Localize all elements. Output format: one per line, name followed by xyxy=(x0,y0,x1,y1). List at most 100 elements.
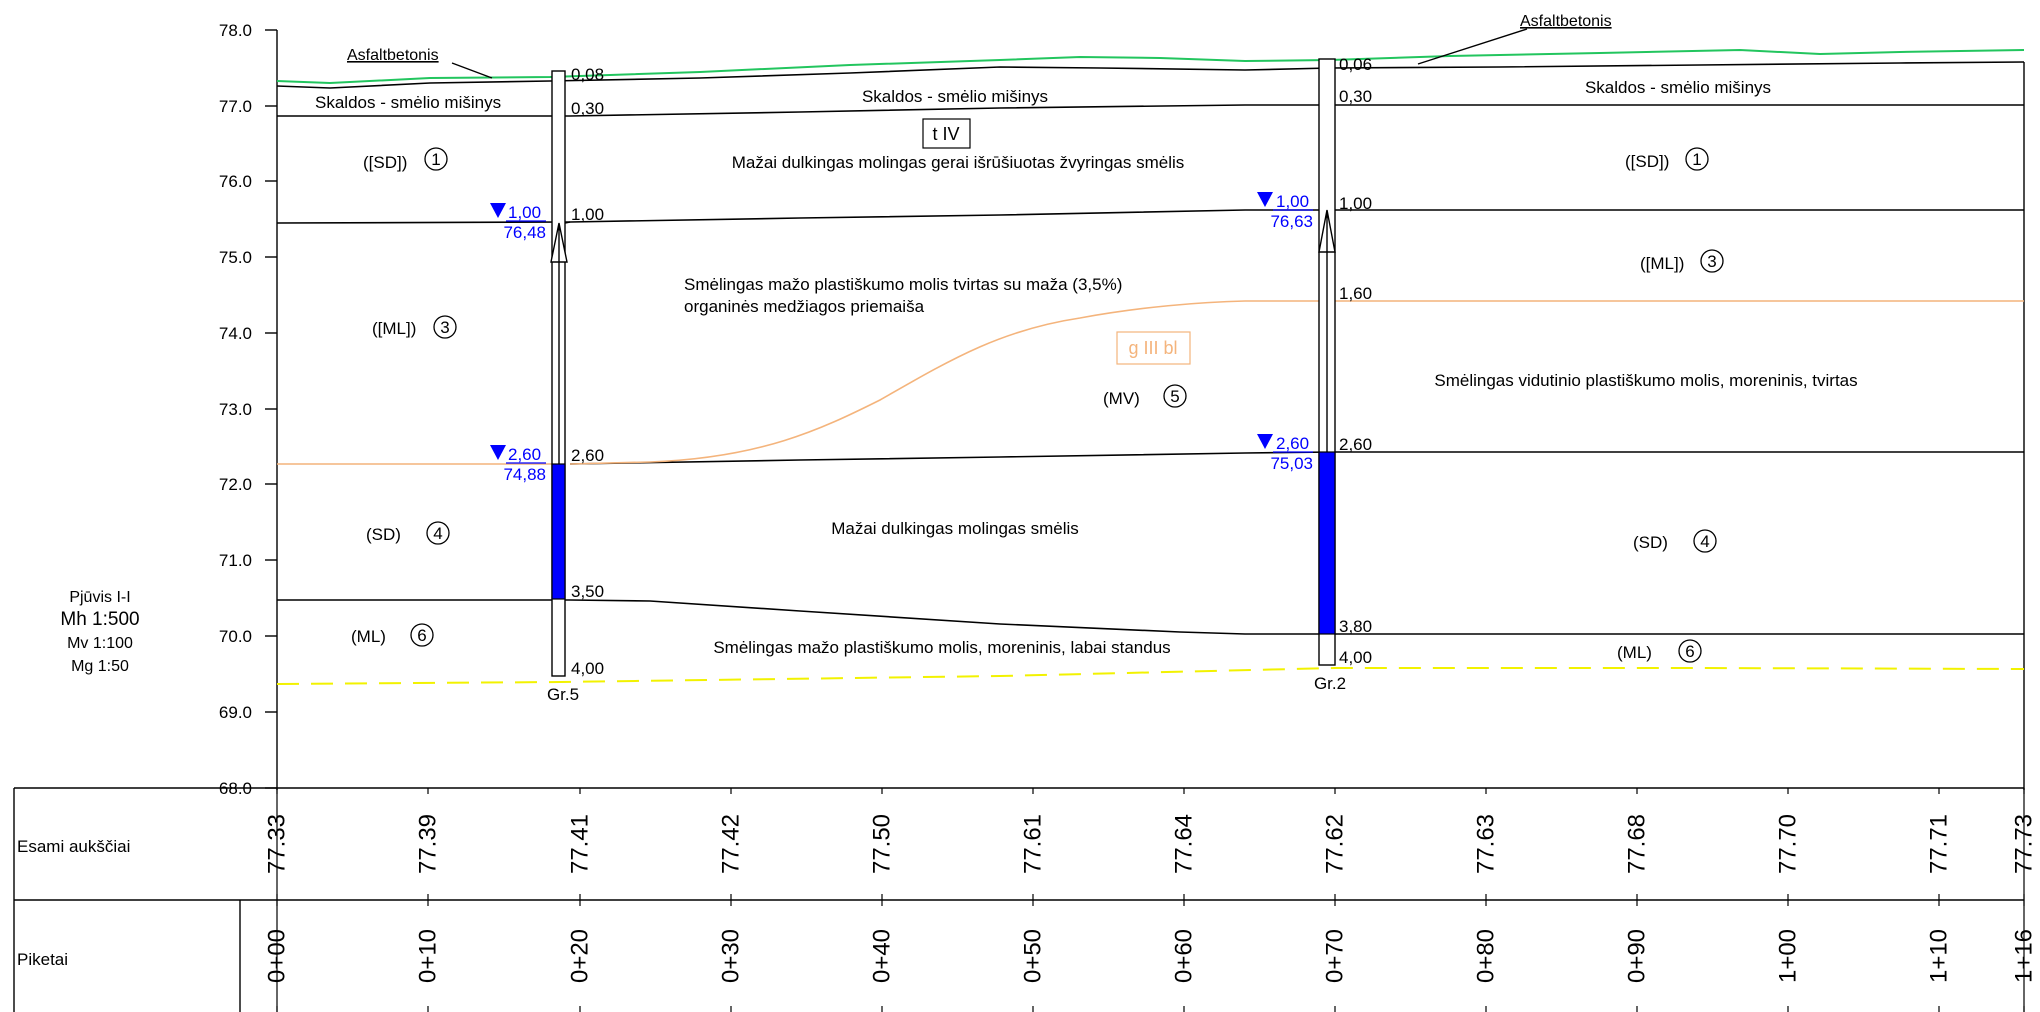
layer3-base-line xyxy=(569,451,2024,465)
soil-number: 6 xyxy=(417,626,426,645)
gr2-depth-labels: 0,06 0,30 1,00 1,60 2,60 3,80 4,00 Gr.2 xyxy=(1314,55,1372,693)
water-levels-gr5: 1,00 76,48 2,60 74,88 xyxy=(490,203,546,484)
elevation-value: 77.63 xyxy=(1473,814,1500,874)
soil-number: 1 xyxy=(431,150,440,169)
layer-descriptions: Skaldos - smėlio mišinys Skaldos - smėli… xyxy=(315,78,1858,657)
water-elevation-label: 76,63 xyxy=(1270,212,1313,231)
elev-tick-label: 72.0 xyxy=(219,475,252,494)
water-elevation-label: 74,88 xyxy=(503,465,546,484)
asphalt-base-line xyxy=(276,61,2025,89)
soil-number: 5 xyxy=(1170,387,1179,406)
soil-code: ([ML]) xyxy=(1640,254,1684,273)
water-levels-gr2: 1,00 76,63 2,60 75,03 xyxy=(1257,192,1313,473)
depth-label: 4,00 xyxy=(1339,648,1372,667)
scale-mh: Mh 1:500 xyxy=(60,609,139,630)
elev-tick-label: 69.0 xyxy=(219,703,252,722)
picket-value: 0+30 xyxy=(718,929,745,983)
section-title: Pjūvis I-I xyxy=(69,589,130,606)
title-block: Pjūvis I-I Mh 1:500 Mv 1:100 Mg 1:50 xyxy=(60,589,139,675)
elev-tick-label: 77.0 xyxy=(219,97,252,116)
depth-label: 0,08 xyxy=(571,65,604,84)
water-level-triangle xyxy=(1257,434,1273,449)
elevation-value: 77.50 xyxy=(869,814,896,874)
clay-description-line1: Smėlingas mažo plastiškumo molis tvirtas… xyxy=(684,275,1122,294)
soil-number: 1 xyxy=(1692,150,1701,169)
moraine-description-bottom: Smėlingas mažo plastiškumo molis, moreni… xyxy=(713,638,1170,657)
picket-value: 1+10 xyxy=(1926,929,1953,983)
table-row-label-pickets: Piketai xyxy=(17,950,68,969)
elevation-tick-labels: 78.0 77.0 76.0 75.0 74.0 73.0 72.0 71.0 … xyxy=(219,21,252,798)
depth-label: 0,30 xyxy=(1339,87,1372,106)
gIIIbl-label: g III bl xyxy=(1128,338,1177,358)
elev-tick-label: 74.0 xyxy=(219,324,252,343)
soil-number: 3 xyxy=(1707,252,1716,271)
elev-tick-label: 73.0 xyxy=(219,400,252,419)
sand-gravel-description: Mažai dulkingas molingas gerai išrūšiuot… xyxy=(732,153,1185,172)
depth-label: 3,50 xyxy=(571,582,604,601)
ground-surface-line xyxy=(276,48,2025,85)
picket-value: 0+90 xyxy=(1624,929,1651,983)
table-row-label-elevations: Esami aukščiai xyxy=(17,837,130,856)
borehole-name: Gr.5 xyxy=(547,685,579,704)
elev-tick-label: 70.0 xyxy=(219,627,252,646)
elevation-value: 77.71 xyxy=(1926,814,1953,874)
depth-label: 0,30 xyxy=(571,99,604,118)
glacial-boundary-line xyxy=(277,300,2024,465)
scale-mv: Mv 1:100 xyxy=(67,635,133,652)
gIIIbl-box xyxy=(1116,331,1191,365)
borehole-gr2 xyxy=(1318,58,1336,666)
elevation-value: 77.70 xyxy=(1775,814,1802,874)
picket-value: 0+60 xyxy=(1171,929,1198,983)
table-columns: 77.33 0+00 77.39 0+10 77.41 0+20 77.42 0+30 77.5… xyxy=(264,788,2038,1012)
soil-number: 3 xyxy=(440,318,449,337)
elevation-value: 77.61 xyxy=(1020,814,1047,874)
elevation-axis xyxy=(265,29,278,790)
water-saturated-zone xyxy=(1318,451,1336,635)
soil-code: (MV) xyxy=(1103,389,1140,408)
clay-description-line2: organinės medžiagos priemaiša xyxy=(684,297,925,316)
elevation-value: 77.42 xyxy=(718,814,745,874)
soil-code: (ML) xyxy=(1617,643,1652,662)
elevation-value: 77.33 xyxy=(264,814,291,874)
gr5-depth-labels: 0,08 0,30 1,00 2,60 3,50 4,00 Gr.5 xyxy=(547,65,604,704)
layer4-base-line xyxy=(277,599,2024,635)
depth-label: 3,80 xyxy=(1339,617,1372,636)
water-depth-label: 2,60 xyxy=(1276,434,1309,453)
gravel-base-line xyxy=(277,104,2024,117)
depth-label: 1,60 xyxy=(1339,284,1372,303)
asphalt-label-right: Asfaltbetonis xyxy=(1520,13,1612,30)
picket-value: 0+20 xyxy=(567,929,594,983)
water-rise-arrow xyxy=(550,222,568,464)
soil-code: ([ML]) xyxy=(372,319,416,338)
soil-code: (SD) xyxy=(366,525,401,544)
picket-value: 1+00 xyxy=(1775,929,1802,983)
silty-sand-description: Mažai dulkingas molingas smėlis xyxy=(831,519,1079,538)
elevation-value: 77.68 xyxy=(1624,814,1651,874)
picket-value: 0+10 xyxy=(415,929,442,983)
elev-tick-label: 78.0 xyxy=(219,21,252,40)
tIV-box xyxy=(922,118,971,149)
dashed-reference-line xyxy=(276,667,2025,685)
gravel-label-left: Skaldos - smėlio mišinys xyxy=(315,93,501,112)
elevation-value: 77.39 xyxy=(415,814,442,874)
soil-code: ([SD]) xyxy=(1625,152,1669,171)
elevation-value: 77.64 xyxy=(1171,814,1198,874)
asphalt-label-left: Asfaltbetonis xyxy=(347,47,439,64)
soil-number: 4 xyxy=(433,524,442,543)
picket-value: 0+00 xyxy=(264,929,291,983)
borehole-gr5 xyxy=(550,70,571,677)
depth-label: 1,00 xyxy=(1339,194,1372,213)
scale-mg: Mg 1:50 xyxy=(71,658,129,675)
water-level-triangle xyxy=(1257,192,1273,207)
depth-label: 4,00 xyxy=(571,659,604,678)
gravel-label-right: Skaldos - smėlio mišinys xyxy=(1585,78,1771,97)
depth-label: 1,00 xyxy=(571,205,604,224)
soil-codes: ([SD]) 1 ([SD]) 1 ([ML]) 3 ([ML]) 3 (MV)… xyxy=(351,147,1724,663)
water-level-triangle xyxy=(490,203,506,218)
tIV-label: t IV xyxy=(932,124,959,144)
water-level-triangle xyxy=(490,445,506,460)
elevation-value: 77.41 xyxy=(567,814,594,874)
depth-label: 2,60 xyxy=(571,446,604,465)
moraine-description-right: Smėlingas vidutinio plastiškumo molis, m… xyxy=(1434,371,1857,390)
